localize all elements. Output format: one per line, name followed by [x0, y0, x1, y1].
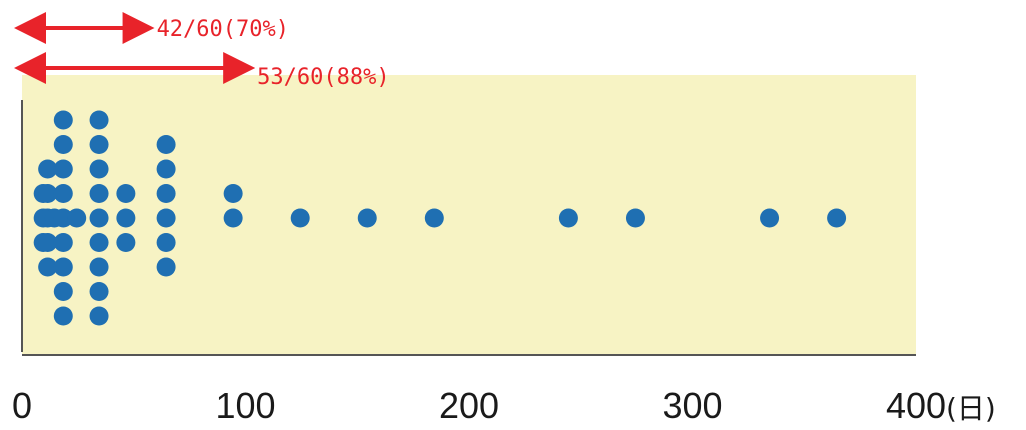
data-point	[760, 208, 780, 228]
data-point	[89, 306, 109, 326]
data-point	[424, 208, 444, 228]
data-point	[53, 135, 73, 154]
plot-background	[22, 75, 916, 355]
data-point	[116, 184, 136, 203]
data-point	[89, 257, 109, 277]
x-tick-label: 200	[439, 385, 499, 426]
x-tick-label: 100	[215, 385, 275, 426]
data-point	[38, 257, 58, 277]
data-point	[558, 208, 578, 228]
data-point	[89, 159, 109, 179]
data-point	[116, 208, 136, 228]
data-point	[67, 208, 87, 228]
x-axis-unit-label: (日)	[946, 392, 996, 425]
data-point	[89, 184, 109, 203]
annotation-label: 42/60(70%)	[157, 17, 289, 42]
data-point	[89, 208, 109, 228]
data-point	[357, 208, 377, 228]
data-point	[223, 208, 243, 228]
data-point	[827, 208, 847, 228]
data-point	[89, 135, 109, 154]
data-point	[53, 110, 73, 130]
data-points	[33, 110, 847, 326]
annotation-label: 53/60(88%)	[257, 65, 389, 90]
data-point	[53, 159, 73, 179]
data-point	[53, 184, 73, 203]
data-point	[53, 282, 73, 301]
data-point	[38, 184, 58, 203]
data-point	[156, 135, 176, 154]
data-point	[156, 233, 176, 252]
data-point	[156, 257, 176, 277]
x-tick-label: 300	[662, 385, 722, 426]
data-point	[89, 282, 109, 301]
data-point	[156, 184, 176, 203]
data-point	[89, 110, 109, 130]
data-point	[89, 233, 109, 252]
data-point	[38, 233, 58, 252]
data-point	[53, 233, 73, 252]
data-point	[156, 208, 176, 228]
data-point	[53, 257, 73, 277]
data-point	[38, 159, 58, 179]
x-tick-label: 0	[12, 385, 32, 426]
data-point	[53, 306, 73, 326]
data-point	[116, 233, 136, 252]
data-point	[223, 184, 243, 203]
data-point	[290, 208, 310, 228]
x-tick-label: 400	[886, 385, 946, 426]
data-point	[625, 208, 645, 228]
data-point	[53, 208, 73, 228]
data-point	[156, 159, 176, 179]
x-axis-ticks: 0 100 200 300 400	[12, 385, 946, 426]
annotations: 42/60(70%) 53/60(88%)	[14, 12, 390, 90]
